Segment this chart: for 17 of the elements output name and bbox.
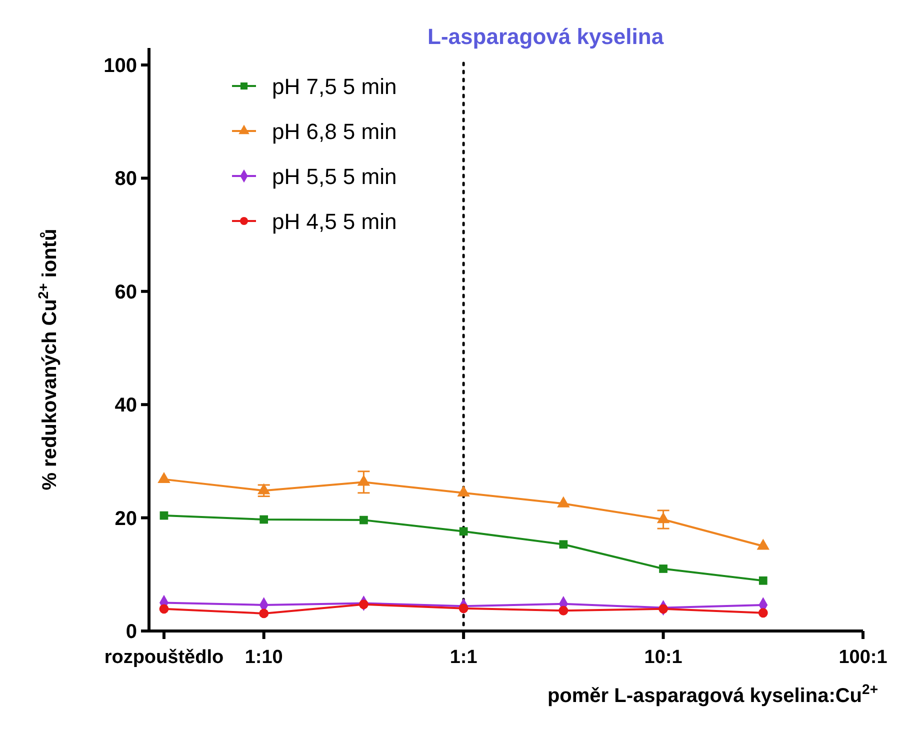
legend-label: pH 5,5 5 min xyxy=(272,164,397,189)
y-tick-label: 20 xyxy=(114,508,137,530)
x-tick-label: 1:1 xyxy=(450,647,478,668)
x-tick-label: rozpouštědlo xyxy=(104,647,224,668)
x-tick-label: 100:1 xyxy=(838,647,888,668)
y-tick-label: 60 xyxy=(114,281,137,304)
legend-label: pH 4,5 5 min xyxy=(272,209,397,234)
y-tick-label: 100 xyxy=(104,54,137,77)
y-tick-label: 80 xyxy=(114,168,137,190)
x-tick-label: 1:10 xyxy=(244,647,283,668)
y-tick-label: 40 xyxy=(114,394,137,417)
chart-title: L-asparagová kyselina xyxy=(428,24,664,49)
x-tick-label: 10:1 xyxy=(644,647,683,668)
x-axis-title: poměr L-asparagová kyselina:Cu$^{2+}$ xyxy=(547,681,878,707)
legend-label: pH 6,8 5 min xyxy=(272,119,397,144)
legend-label: pH 7,5 5 min xyxy=(272,74,397,99)
y-tick-label: 0 xyxy=(126,621,137,643)
